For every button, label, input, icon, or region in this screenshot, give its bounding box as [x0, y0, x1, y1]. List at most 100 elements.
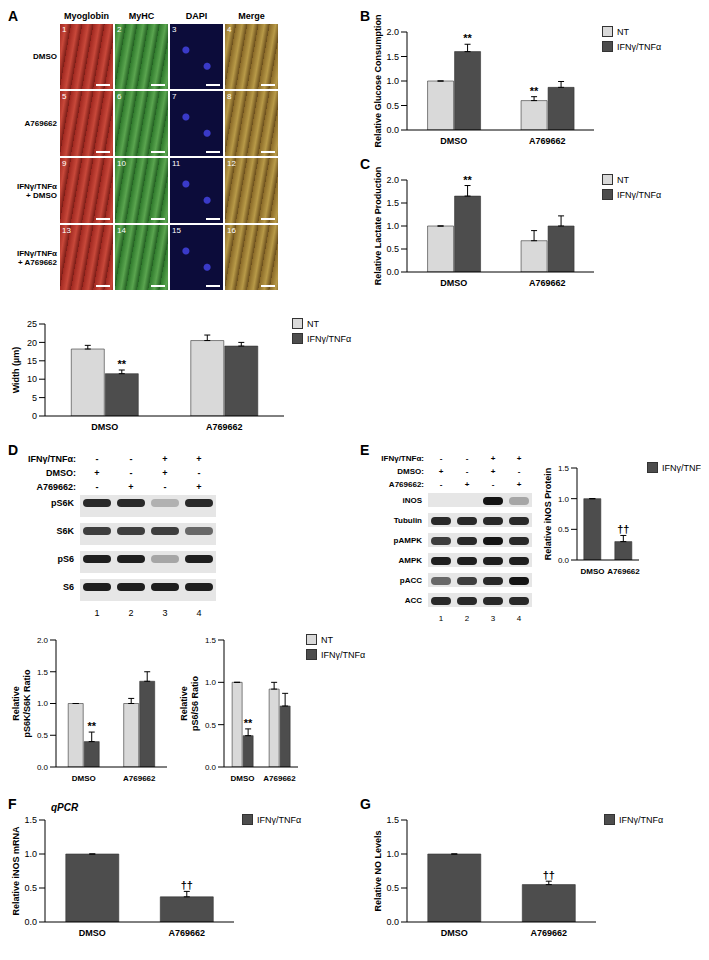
svg-text:DMSO: DMSO: [91, 422, 118, 432]
svg-text:0.5: 0.5: [558, 525, 570, 534]
svg-text:0.0: 0.0: [386, 125, 399, 135]
svg-text:0.5: 0.5: [205, 721, 217, 730]
svg-text:DMSO: DMSO: [79, 928, 106, 938]
html-text:DMSO:: DMSO:: [46, 468, 76, 478]
svg-text:0.5: 0.5: [386, 244, 399, 254]
svg-text:A769662: A769662: [206, 422, 243, 432]
html-text:Merge: Merge: [238, 11, 265, 21]
html-text:IFNγ/TNFα: IFNγ/TNFα: [619, 814, 664, 825]
html-text:IFNγ/TNFα: IFNγ/TNFα: [17, 248, 57, 258]
svg-text:1.0: 1.0: [386, 76, 399, 86]
svg-text:0.0: 0.0: [205, 763, 217, 772]
svg-text:0: 0: [32, 411, 37, 421]
svg-text:Relative NO Levels: Relative NO Levels: [373, 830, 383, 911]
svg-text:10: 10: [27, 374, 37, 384]
svg-text:Relative Glucose Consumption: Relative Glucose Consumption: [373, 14, 383, 147]
html-text:C: C: [360, 156, 371, 172]
svg-text:1.5: 1.5: [37, 668, 49, 677]
svg-text:1.0: 1.0: [386, 221, 399, 231]
svg-text:Width (µm): Width (µm): [11, 347, 21, 394]
html-text:IFNγ/TNFα: IFNγ/TNFα: [662, 462, 707, 473]
svg-text:0.0: 0.0: [558, 556, 570, 565]
svg-text:1.5: 1.5: [24, 815, 37, 825]
html-text:NT: NT: [321, 634, 333, 645]
svg-text:††: ††: [181, 879, 193, 891]
html-text:IFNγ/TNFα: IFNγ/TNFα: [17, 181, 57, 191]
svg-text:1.5: 1.5: [558, 464, 570, 473]
svg-text:A769662: A769662: [263, 774, 296, 783]
html-text:+ A769662: + A769662: [17, 257, 57, 267]
svg-text:25: 25: [27, 319, 37, 329]
svg-text:**: **: [244, 717, 253, 729]
svg-text:2.0: 2.0: [386, 175, 399, 185]
svg-text:0.5: 0.5: [386, 883, 399, 893]
html-text:MyHC: MyHC: [128, 11, 155, 21]
html-text:Myoglobin: Myoglobin: [64, 11, 109, 21]
svg-text:Relative: Relative: [11, 686, 21, 721]
svg-text:0.5: 0.5: [24, 883, 37, 893]
html-text:A769662:: A769662:: [36, 482, 76, 492]
html-text:D: D: [8, 442, 19, 458]
svg-text:A769662: A769662: [529, 278, 566, 288]
svg-text:1.0: 1.0: [386, 849, 399, 859]
svg-text:**: **: [463, 174, 472, 186]
svg-text:Relative iNOS Protein: Relative iNOS Protein: [543, 468, 553, 561]
svg-text:DMSO: DMSO: [440, 136, 467, 146]
svg-text:**: **: [463, 32, 472, 44]
html-text:qPCR: qPCR: [51, 802, 79, 813]
svg-text:pS6/S6 Ratio: pS6/S6 Ratio: [190, 675, 200, 731]
svg-text:††: ††: [543, 869, 555, 881]
svg-text:Relative iNOS mRNA: Relative iNOS mRNA: [11, 826, 21, 916]
svg-text:0.5: 0.5: [386, 101, 399, 111]
svg-text:0.5: 0.5: [37, 731, 49, 740]
svg-text:DMSO: DMSO: [231, 774, 255, 783]
svg-text:Relative Lactate Production: Relative Lactate Production: [373, 167, 383, 286]
svg-text:A769662: A769662: [168, 928, 205, 938]
svg-text:A769662: A769662: [530, 928, 567, 938]
svg-text:2.0: 2.0: [386, 27, 399, 37]
svg-text:1.5: 1.5: [386, 198, 399, 208]
html-text:IFNγ/TNFα: IFNγ/TNFα: [617, 41, 662, 52]
html-text:A: A: [8, 8, 19, 24]
svg-text:0.0: 0.0: [37, 763, 49, 772]
svg-text:2.0: 2.0: [37, 636, 49, 645]
svg-text:15: 15: [27, 356, 37, 366]
svg-text:**: **: [530, 85, 539, 97]
svg-text:0.0: 0.0: [24, 917, 37, 927]
svg-text:DMSO: DMSO: [72, 774, 96, 783]
html-text:NT: NT: [307, 318, 319, 329]
html-text:+ DMSO: + DMSO: [26, 190, 57, 200]
svg-text:††: ††: [617, 523, 629, 535]
html-text:NT: NT: [617, 174, 629, 185]
svg-text:A769662: A769662: [123, 774, 156, 783]
svg-text:DMSO: DMSO: [581, 567, 605, 576]
svg-text:A769662: A769662: [529, 136, 566, 146]
html-text:G: G: [360, 796, 371, 812]
svg-text:1.0: 1.0: [37, 699, 49, 708]
svg-text:1.5: 1.5: [386, 52, 399, 62]
svg-text:0.0: 0.0: [386, 917, 399, 927]
html-text:NT: NT: [617, 26, 629, 37]
svg-text:1.5: 1.5: [205, 636, 217, 645]
svg-text:5: 5: [32, 393, 37, 403]
svg-text:pS6K/S6K Ratio: pS6K/S6K Ratio: [22, 669, 32, 738]
html-text:IFNγ/TNFα: IFNγ/TNFα: [257, 814, 302, 825]
svg-text:**: **: [118, 358, 127, 370]
html-text:IFNγ/TNFα: IFNγ/TNFα: [617, 189, 662, 200]
svg-text:1.0: 1.0: [205, 678, 217, 687]
html-text:DAPI: DAPI: [185, 11, 208, 21]
html-text:IFNγ/TNFα: IFNγ/TNFα: [321, 649, 366, 660]
svg-text:DMSO: DMSO: [440, 278, 467, 288]
svg-text:1.0: 1.0: [24, 849, 37, 859]
svg-text:1.5: 1.5: [386, 815, 399, 825]
svg-text:**: **: [87, 720, 96, 732]
html-text:IFNγ/TNFα: IFNγ/TNFα: [307, 333, 352, 344]
svg-text:0.0: 0.0: [386, 267, 399, 277]
svg-text:Relative: Relative: [179, 686, 189, 721]
html-text:IFNγ/TNFα:: IFNγ/TNFα:: [28, 454, 76, 464]
svg-text:20: 20: [27, 338, 37, 348]
svg-text:1.0: 1.0: [558, 495, 570, 504]
html-text:B: B: [360, 8, 371, 24]
svg-text:DMSO: DMSO: [441, 928, 468, 938]
svg-text:A769662: A769662: [607, 567, 640, 576]
